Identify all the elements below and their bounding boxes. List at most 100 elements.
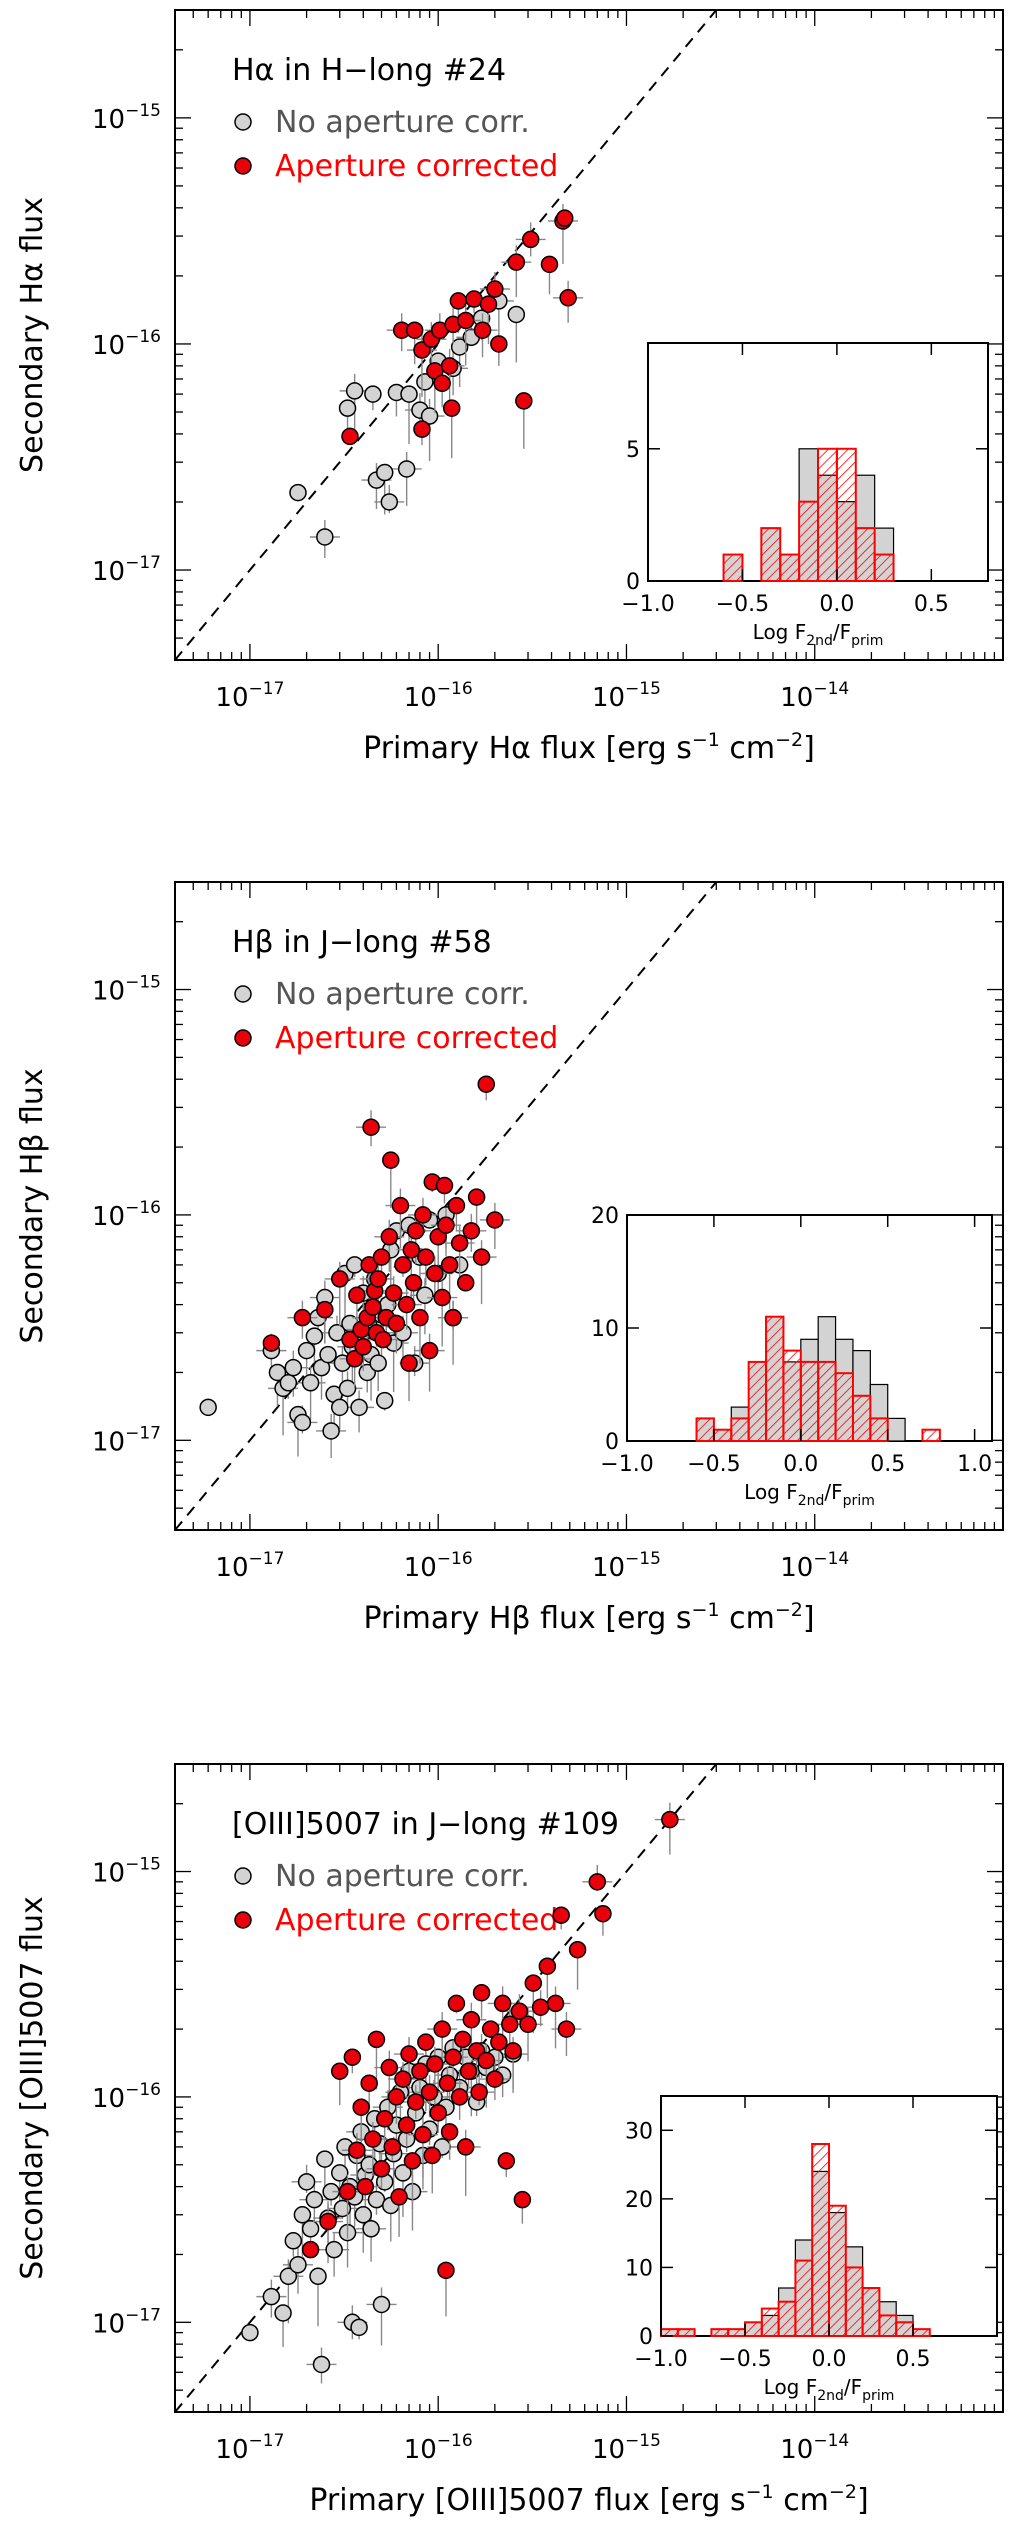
data-point xyxy=(493,1994,512,2013)
data-point xyxy=(380,1228,399,1246)
tick-base: 10 xyxy=(215,2435,248,2465)
data-point xyxy=(364,1298,382,1316)
y-label-text: Secondary Hα flux xyxy=(15,197,50,473)
inset-label-mid: /F xyxy=(844,2375,862,2399)
inset-label-mid: /F xyxy=(833,620,851,644)
tick-exponent: −16 xyxy=(437,1549,473,1569)
inset-label-sub: prim xyxy=(862,2388,894,2404)
data-point xyxy=(352,2098,370,2116)
data-point xyxy=(407,2093,425,2111)
data-point xyxy=(540,255,559,274)
hist-bar-corrected xyxy=(851,1394,872,1443)
hist-bar-corrected xyxy=(794,2259,814,2338)
data-point xyxy=(486,1211,504,1229)
data-point xyxy=(316,2150,334,2168)
inset-histogram: −1.0 −0.5 0.0 0.5 0 5 Log F2nd/Fprim xyxy=(621,342,989,649)
minor-ticks xyxy=(174,10,1004,661)
x-tick-label: 10−16 xyxy=(404,1549,473,1583)
data-point xyxy=(507,305,526,324)
data-point xyxy=(661,1810,679,1829)
data-points xyxy=(199,1075,510,1458)
x-label-mid: cm xyxy=(720,1601,775,1636)
one-to-one-line xyxy=(174,881,718,1531)
data-point xyxy=(305,1327,324,1345)
legend-label: No aperture corr. xyxy=(275,1859,530,1894)
legend-label: Aperture corrected xyxy=(275,149,558,184)
hist-bar-corrected xyxy=(730,1417,750,1443)
tick-exponent: −14 xyxy=(813,2431,849,2451)
tick-exponent: −16 xyxy=(437,679,473,699)
plot-frame xyxy=(174,9,1004,661)
data-point xyxy=(293,2206,312,2224)
hist-bar-corrected xyxy=(695,1417,715,1443)
data-point xyxy=(199,1398,217,1417)
tick-exponent: −17 xyxy=(249,1549,285,1569)
tick-exponent: −15 xyxy=(625,2431,661,2451)
data-point xyxy=(279,2267,298,2286)
data-point xyxy=(414,1206,432,1224)
data-point xyxy=(262,2287,281,2306)
x-tick-label: 10−15 xyxy=(592,679,661,713)
data-point xyxy=(426,2055,444,2073)
data-point xyxy=(284,1358,303,1377)
inset-x-tick-label: 0.0 xyxy=(819,592,854,617)
data-point xyxy=(411,2062,429,2080)
legend-marker xyxy=(234,113,252,131)
data-point xyxy=(524,1974,543,1992)
x-label-end: ] xyxy=(803,1601,815,1636)
data-point xyxy=(465,290,483,308)
inset-x-tick-label: −0.5 xyxy=(718,2347,771,2372)
hist-bar-corrected xyxy=(798,500,819,582)
data-point xyxy=(362,1118,380,1136)
data-point xyxy=(330,1270,349,1288)
y-tick-label: 10−16 xyxy=(92,1198,161,1232)
tick-exponent: −17 xyxy=(249,2431,285,2451)
data-point xyxy=(497,2152,516,2170)
inset-label-main: Log F xyxy=(753,620,807,644)
x-tick-label: 10−14 xyxy=(780,1549,849,1583)
legend-marker xyxy=(234,157,252,175)
hist-bar-corrected xyxy=(844,2266,864,2337)
scatter-panel-1: 10−17 10−16 10−15 10−1410−1710−1610−15Prima… xyxy=(15,9,1004,766)
data-point xyxy=(372,2160,391,2178)
data-point xyxy=(369,1354,387,1372)
hist-bar-corrected xyxy=(895,2321,915,2337)
data-point xyxy=(405,321,424,339)
hist-bar-corrected xyxy=(747,1360,768,1443)
x-axis-label: Primary Hα flux [erg s−1 cm−2] xyxy=(363,729,815,766)
data-point xyxy=(400,2045,418,2063)
data-point xyxy=(453,2030,472,2049)
data-point xyxy=(383,2138,401,2156)
inset-x-tick-label: 0.5 xyxy=(870,1452,905,1477)
data-point xyxy=(397,460,416,478)
minor-ticks xyxy=(174,1764,1004,2413)
data-point xyxy=(341,1330,359,1349)
data-point xyxy=(341,427,359,446)
data-point xyxy=(350,2318,368,2337)
data-point xyxy=(531,1998,550,2016)
data-point xyxy=(417,2033,435,2051)
hist-bar-corrected xyxy=(760,2307,780,2338)
data-point xyxy=(297,2173,316,2191)
data-point xyxy=(507,253,526,271)
data-point xyxy=(429,2104,447,2122)
inset-x-tick-label: −1.0 xyxy=(634,2347,687,2372)
inset-label-sub: 2nd xyxy=(798,1493,825,1509)
inset-y-tick-label: 5 xyxy=(626,438,640,463)
data-point xyxy=(510,2002,529,2020)
hist-bar-corrected xyxy=(873,553,895,582)
data-point xyxy=(473,321,492,339)
data-point xyxy=(407,1222,425,1240)
data-point xyxy=(309,2267,327,2286)
x-label-main: Primary Hα flux [erg s xyxy=(363,731,692,766)
tick-exponent: −17 xyxy=(125,1423,161,1443)
data-point xyxy=(477,2051,496,2070)
data-point xyxy=(513,2190,532,2209)
data-point xyxy=(416,1286,434,1305)
data-point xyxy=(568,1940,587,1959)
data-point xyxy=(375,463,394,482)
tick-base: 10 xyxy=(92,2309,125,2339)
legend-marker xyxy=(234,985,252,1003)
tick-base: 10 xyxy=(92,105,125,135)
data-point xyxy=(345,1350,364,1368)
